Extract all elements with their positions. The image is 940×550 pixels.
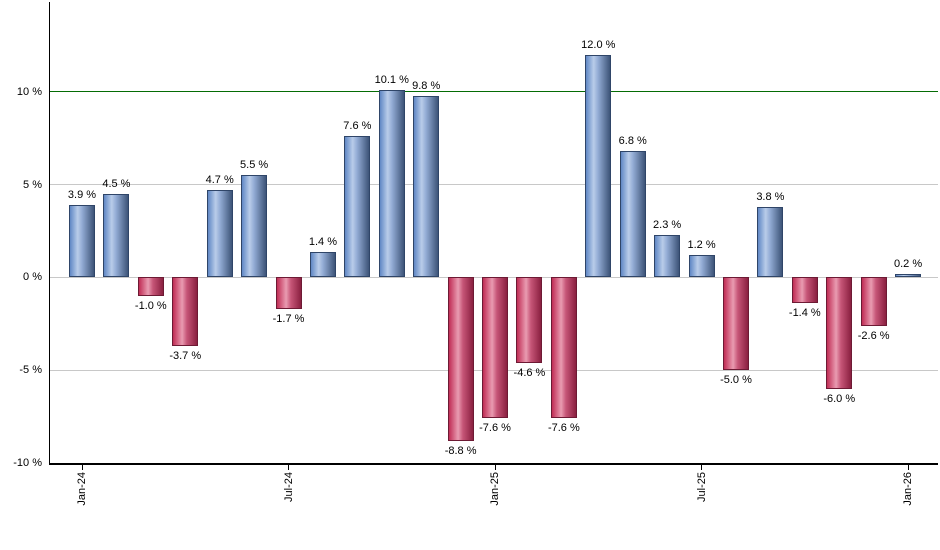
- x-tick-mark: [494, 463, 496, 470]
- x-tick-mark: [288, 463, 290, 470]
- y-tick-label: 5 %: [23, 178, 42, 191]
- gridline: [50, 184, 938, 186]
- bar-positive: [585, 54, 612, 278]
- bar-value-label: -1.7 %: [272, 313, 305, 326]
- bar-positive: [69, 205, 95, 278]
- bar-positive: [619, 151, 646, 278]
- bar-value-label: -2.6 %: [857, 329, 890, 342]
- bar-value-label: 1.2 %: [687, 239, 716, 252]
- bar-value-label: 0.2 %: [894, 257, 923, 270]
- bar-positive: [413, 95, 440, 278]
- bar-positive: [378, 90, 405, 278]
- bar-value-label: 6.8 %: [618, 135, 647, 148]
- bar-negative: [447, 277, 474, 441]
- bar-positive: [688, 255, 715, 278]
- bar-positive: [895, 273, 922, 278]
- y-tick-label: 0 %: [23, 271, 42, 284]
- bar-value-label: 4.7 %: [205, 174, 234, 187]
- bar-value-label: 7.6 %: [343, 120, 372, 133]
- bar-value-label: 9.8 %: [412, 79, 441, 92]
- bar-value-label: 10.1 %: [374, 74, 409, 87]
- bar-value-label: 12.0 %: [581, 38, 616, 51]
- bar-positive: [241, 175, 268, 278]
- bar-value-label: -7.6 %: [547, 422, 580, 435]
- y-tick-label: -5 %: [19, 364, 42, 377]
- bar-negative: [550, 277, 577, 419]
- bar-value-label: 5.5 %: [240, 159, 269, 172]
- bar-negative: [275, 277, 302, 310]
- bar-value-label: -1.0 %: [134, 300, 167, 313]
- bar-value-label: -8.8 %: [444, 444, 477, 457]
- bar-positive: [309, 251, 336, 278]
- bar-negative: [860, 277, 887, 326]
- x-tick-mark: [907, 463, 909, 470]
- plot-area: 3.9 % 4.5 % -1.0 % -3.7 % 4.7 % 5.5 % -1.7 % 1.…: [49, 2, 938, 465]
- bar-value-label: -5.0 %: [720, 374, 752, 387]
- bar-positive: [206, 190, 233, 278]
- bar-value-label: 3.9 %: [67, 189, 97, 202]
- bar-value-label: -7.6 %: [479, 422, 511, 435]
- bar-value-label: 1.4 %: [308, 235, 337, 248]
- y-axis-line: [49, 2, 50, 463]
- y-tick-label: 10 %: [16, 85, 42, 98]
- x-tick-mark: [81, 463, 83, 470]
- bar-positive: [654, 234, 681, 278]
- bar-value-label: 4.5 %: [102, 178, 131, 190]
- x-tick-label: Jan-25: [489, 472, 502, 506]
- bar-negative: [791, 277, 818, 304]
- x-tick-label: Jan-24: [76, 472, 88, 506]
- bar-value-label: -4.6 %: [513, 366, 546, 379]
- bar-negative: [482, 277, 509, 419]
- bar-negative: [137, 277, 164, 297]
- x-tick-label: Jul-25: [695, 472, 708, 502]
- bar-positive: [344, 136, 371, 278]
- bar-value-label: 3.8 %: [756, 190, 785, 203]
- x-tick-label: Jan-26: [902, 472, 915, 506]
- bar-value-label: -6.0 %: [823, 392, 856, 405]
- x-axis-line: [49, 463, 938, 465]
- threshold-line-10pct: [50, 91, 938, 93]
- bar-negative: [722, 277, 749, 371]
- bar-positive: [103, 194, 130, 278]
- bar-negative: [826, 277, 853, 389]
- x-tick-label: Jul-24: [282, 472, 295, 502]
- bar-negative: [172, 277, 199, 347]
- bar-value-label: -3.7 %: [169, 350, 202, 363]
- y-tick-label: -10 %: [13, 457, 42, 469]
- bar-negative: [516, 277, 543, 363]
- bar-value-label: 2.3 %: [653, 218, 682, 231]
- bar-value-label: -1.4 %: [788, 307, 821, 320]
- x-tick-mark: [701, 463, 703, 470]
- bar-positive: [757, 206, 784, 278]
